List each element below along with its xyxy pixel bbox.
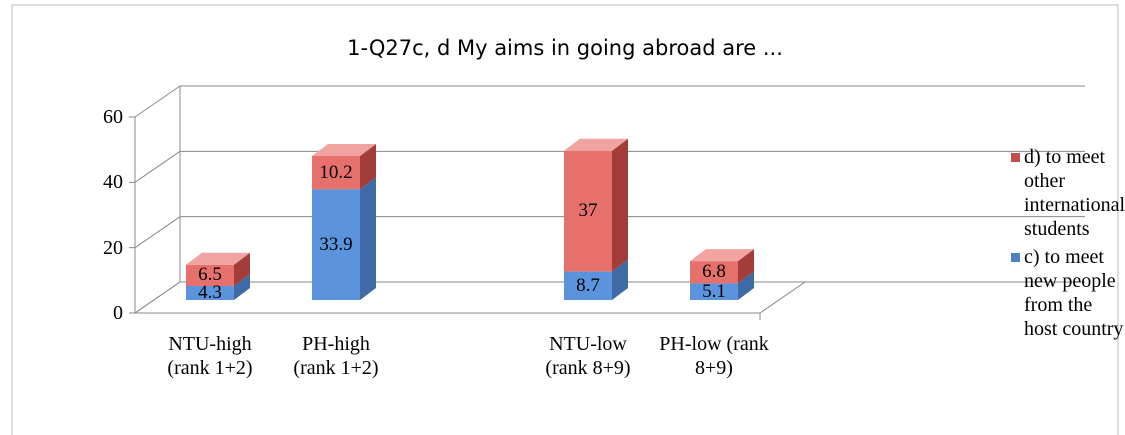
grid-line-side [134, 150, 181, 183]
bar-side [234, 273, 250, 300]
frame [11, 4, 1119, 435]
y-tick-label: 60 [103, 106, 123, 128]
y-tick-label: 20 [103, 236, 123, 259]
bar-front [690, 283, 738, 300]
bar-front [564, 271, 612, 300]
data-label: 10.2 [319, 161, 353, 183]
grid-line-side [134, 85, 181, 118]
legend-label: c) to meet new people from the host coun… [1024, 246, 1124, 340]
bar-segment [312, 143, 376, 190]
bar-top [186, 252, 250, 265]
bar-front [186, 285, 234, 300]
bar-segment [564, 138, 628, 272]
bar-top [690, 249, 754, 262]
bar-side [234, 252, 250, 286]
chart-title: 1-Q27c, d My aims in going abroad are ..… [347, 36, 783, 60]
y-tick-label: 40 [103, 171, 123, 194]
bar-front [564, 150, 612, 272]
bar-front [690, 261, 738, 284]
bar-side [360, 143, 376, 190]
data-label: 6.5 [198, 264, 222, 286]
data-label: 37 [578, 200, 598, 222]
bar-side [738, 271, 754, 300]
data-label: 6.8 [702, 261, 726, 283]
y-tick-label: 0 [113, 302, 123, 324]
x-tick-label: NTU-high (rank 1+2) [167, 333, 253, 379]
bar-side [360, 177, 376, 300]
grid-line-side [134, 216, 181, 249]
legend-swatch [1011, 153, 1020, 162]
bar-top [312, 143, 376, 156]
x-tick-label: NTU-low (rank 8+9) [545, 333, 631, 379]
bar-side [738, 249, 754, 284]
x-tick-label: PH-low (rank 8+9) [659, 333, 769, 379]
bar-front [312, 189, 360, 300]
legend-label: d) to meet other international students [1024, 146, 1125, 240]
bar-side [612, 138, 628, 272]
bar-front [186, 264, 234, 286]
data-label: 33.9 [319, 233, 353, 255]
grid-line-side [134, 281, 181, 314]
data-label: 4.3 [198, 281, 222, 303]
bar-top [564, 138, 628, 151]
bar-segment [186, 252, 250, 286]
bar-front [312, 155, 360, 190]
data-label: 5.1 [702, 280, 726, 302]
data-label: 8.7 [576, 274, 600, 296]
x-tick-label: PH-high (rank 1+2) [293, 333, 379, 379]
bar-side [612, 259, 628, 300]
legend-swatch [1011, 253, 1020, 262]
bar-segment [690, 249, 754, 284]
